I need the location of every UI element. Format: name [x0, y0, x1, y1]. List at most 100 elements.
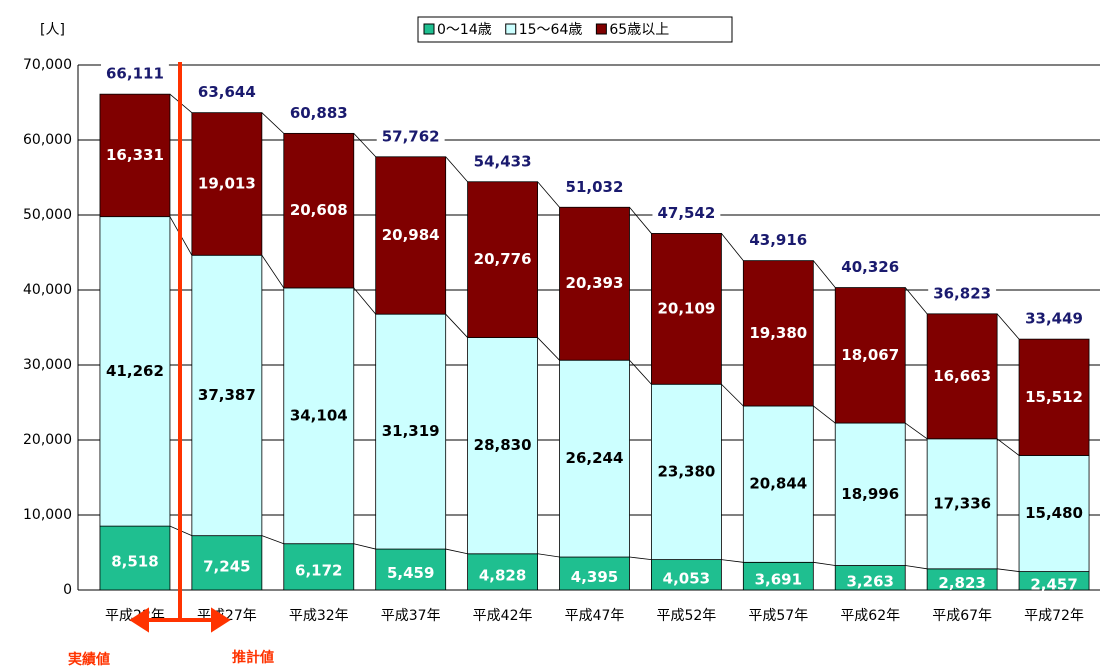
bar-segment [742, 260, 814, 407]
x-tick-label: 平成62年 [840, 608, 900, 624]
total-label-bg [744, 230, 813, 251]
bar-segment [375, 156, 447, 315]
data-label: 4,053 [663, 569, 710, 587]
bar-segment [283, 543, 355, 591]
data-label: 37,387 [198, 386, 256, 404]
connector-line [445, 548, 468, 555]
y-tick-label: 60,000 [23, 132, 72, 148]
total-label: 60,883 [290, 104, 348, 122]
connector-line [996, 438, 1020, 456]
total-label-bg [468, 151, 537, 172]
bar-segment [99, 525, 171, 591]
annotation: 推計値 [232, 649, 274, 666]
bar-segment [1018, 338, 1090, 456]
x-tick-label: 平成52年 [656, 608, 716, 624]
y-tick-label: 10,000 [23, 507, 72, 523]
connector-line [996, 313, 1020, 340]
x-tick-label: 平成67年 [932, 608, 992, 624]
x-tick-label: 平成42年 [473, 608, 533, 624]
bar-segment [742, 561, 814, 591]
y-tick-label: 20,000 [23, 432, 72, 448]
x-tick-label: 平成32年 [289, 608, 349, 624]
bar-segment [467, 553, 538, 591]
legend-label: 15～64歳 [519, 22, 583, 38]
data-label: 17,336 [933, 494, 991, 512]
data-label: 2,823 [938, 574, 985, 592]
data-label: 20,776 [474, 250, 532, 268]
bar-segment [467, 337, 538, 555]
total-label: 47,542 [657, 204, 715, 222]
bar-segment [375, 548, 447, 591]
data-label: 7,245 [203, 557, 250, 575]
connector-line [537, 337, 560, 361]
total-label-bg [652, 203, 721, 224]
y-tick-label: 70,000 [23, 57, 72, 73]
total-label-bg [376, 126, 445, 147]
data-label: 20,844 [749, 475, 807, 493]
connector-line [997, 568, 1020, 572]
total-label-bg [101, 64, 169, 85]
total-label-bg [928, 283, 997, 304]
bar-segment [559, 359, 630, 558]
data-label: 19,013 [198, 174, 256, 192]
bar-segment [559, 206, 630, 361]
data-label: 3,263 [847, 572, 894, 590]
y-tick-label: 0 [63, 582, 72, 598]
bar-segment [283, 287, 355, 545]
data-label: 41,262 [106, 362, 164, 380]
connector-line [261, 112, 285, 134]
data-label: 31,319 [382, 422, 440, 440]
data-label: 5,459 [387, 564, 434, 582]
bar-segment [283, 132, 355, 289]
data-label: 2,457 [1030, 575, 1077, 593]
legend-label: 0～14歳 [437, 22, 492, 38]
connector-line [904, 422, 928, 440]
connector-line [261, 535, 284, 545]
total-label: 57,762 [382, 127, 440, 145]
total-label: 66,111 [106, 65, 164, 83]
data-label: 16,331 [106, 146, 164, 164]
connector-line [353, 543, 376, 550]
data-label: 26,244 [566, 449, 624, 467]
total-label-bg [560, 177, 629, 198]
connector-line [813, 405, 836, 424]
connector-line [537, 553, 560, 558]
data-label: 18,067 [841, 346, 899, 364]
data-label: 34,104 [290, 406, 348, 424]
legend-label: 65歳以上 [609, 22, 669, 38]
data-label: 8,518 [111, 553, 158, 571]
total-label: 36,823 [933, 284, 991, 302]
legend-swatch [595, 23, 607, 35]
data-label: 19,380 [749, 324, 807, 342]
connector-line [353, 133, 376, 158]
connector-line [629, 556, 652, 560]
connector-line [537, 181, 560, 208]
connector-line [905, 565, 928, 570]
connector-line [629, 207, 652, 234]
data-label: 16,663 [933, 367, 991, 385]
connector-line [261, 255, 285, 289]
bar-segment [191, 112, 263, 256]
data-label: 15,512 [1025, 388, 1083, 406]
total-label-bg [192, 82, 261, 103]
total-label: 54,433 [474, 152, 532, 170]
data-label: 20,984 [382, 226, 440, 244]
connector-line [445, 313, 468, 338]
bar-segment [926, 438, 998, 570]
total-label-bg [284, 103, 353, 124]
total-label: 51,032 [566, 178, 624, 196]
bar-segment [834, 422, 906, 566]
connector-line [721, 559, 744, 563]
legend-box [417, 16, 733, 43]
bar-segment [99, 93, 171, 218]
x-tick-label: 平成72年 [1024, 608, 1084, 624]
legend-swatch [423, 23, 435, 35]
total-label-bg [1020, 309, 1088, 330]
x-tick-label: 平成47年 [565, 608, 625, 624]
y-unit: [人] [40, 22, 65, 38]
data-label: 20,608 [290, 201, 348, 219]
total-label: 33,449 [1025, 310, 1083, 328]
bar-segment [834, 565, 906, 591]
data-label: 6,172 [295, 561, 342, 579]
